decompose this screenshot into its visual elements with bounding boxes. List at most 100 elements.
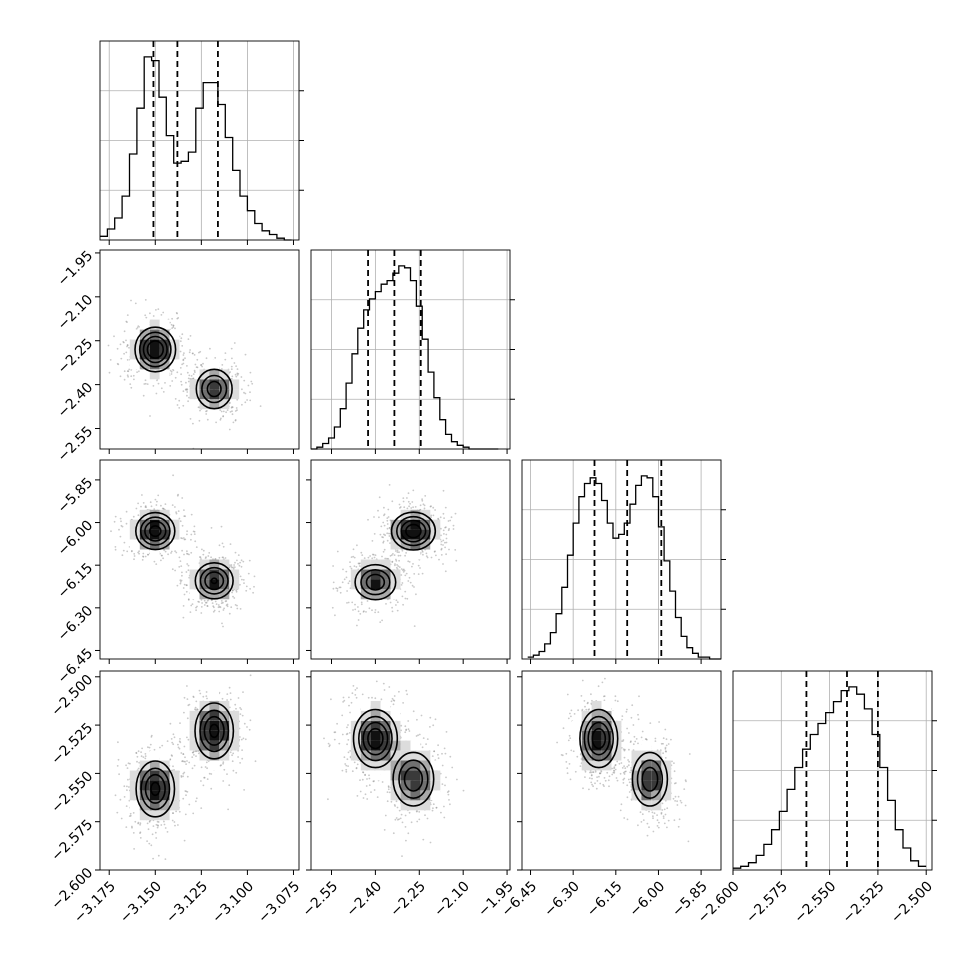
scatter-point [244,738,247,741]
scatter-point [180,752,183,754]
scatter-point [220,602,223,605]
scatter-point [197,600,200,603]
scatter-point [155,823,158,826]
scatter-point [186,394,188,397]
scatter-point [429,505,432,508]
scatter-point [205,410,207,413]
scatter-point [137,551,140,554]
density-cell [370,730,381,741]
scatter-point [125,339,127,342]
scatter-point [396,551,399,553]
scatter-point [162,391,165,393]
histogram-frame [521,459,722,660]
scatter-point [138,370,140,373]
density-cell [149,319,160,330]
contour-line [365,573,386,591]
scatter-point [399,507,401,509]
scatter-point [190,513,193,516]
scatter-point [183,509,185,511]
scatter-point [365,611,367,613]
scatter-point [347,601,350,604]
scatter-point [386,800,389,803]
scatter-point [144,379,147,382]
scatter-point [404,590,407,593]
scatter-point [210,773,213,775]
scatter-point [125,764,127,767]
scatter-point [231,410,233,413]
scatter-point [362,611,365,613]
density-cell [219,579,230,590]
scatter-point [429,726,431,728]
scatter-point [175,312,178,314]
scatter-point [441,752,443,755]
scatter-point [253,585,255,588]
scatter-point [361,693,364,696]
scatter-point [222,609,225,611]
density-cell [209,559,220,570]
density-cell [149,359,160,370]
scatter-point [237,372,240,375]
scatter-point [182,753,185,755]
scatter-point [440,534,442,537]
scatter-point [188,351,191,354]
scatter-point [443,517,445,519]
scatter-point [402,569,404,572]
density-cell [390,569,401,580]
scatter-point [419,567,421,569]
scatter-point [396,549,399,552]
scatter-point [406,507,409,510]
scatter-point [157,825,160,827]
scatter-point [180,373,183,376]
scatter-point [389,527,391,529]
scatter-point [167,553,170,556]
scatter-point [389,542,391,544]
scatter-point [243,379,246,382]
scatter-point [242,737,245,740]
scatter-point [211,602,214,604]
scatter-point [200,599,203,601]
scatter-point [192,377,195,380]
scatter-point [357,619,360,621]
scatter-point [429,841,432,844]
scatter-point [422,838,425,841]
scatter-point [417,573,420,575]
density-cell [159,359,170,370]
scatter-point [245,589,248,592]
scatter-point [175,551,178,554]
scatter-point [185,571,188,573]
scatter-point [206,767,209,770]
scatter-point [349,561,351,563]
scatter-point [381,555,383,558]
scatter-point [170,738,173,740]
scatter-point [244,401,247,404]
density-cell [139,329,150,340]
scatter-point [664,750,667,752]
scatter-point [418,811,421,813]
scatter-point [225,604,228,607]
scatter-point [234,561,236,564]
scatter-point [228,428,231,431]
scatter-point [226,699,229,701]
scatter-point [196,708,199,710]
scatter-point [181,549,184,552]
scatter-point [182,362,185,365]
density-cell [189,389,200,400]
scatter-point [388,527,391,529]
density-cell [350,589,361,600]
scatter-point [203,776,206,779]
scatter-point [123,378,126,381]
scatter-point [405,572,408,575]
scatter-point [175,512,178,515]
density-cell [219,369,230,380]
scatter-point [241,749,244,751]
histogram-step-line [311,265,499,450]
scatter-point [194,363,197,366]
density-cell [360,569,371,580]
scatter-point [117,363,120,366]
scatter-point [384,557,387,560]
scatter-point [123,352,125,355]
scatter-point [181,760,184,763]
histogram-panel [310,249,515,454]
scatter-point [156,379,158,382]
scatter-point [179,741,182,744]
